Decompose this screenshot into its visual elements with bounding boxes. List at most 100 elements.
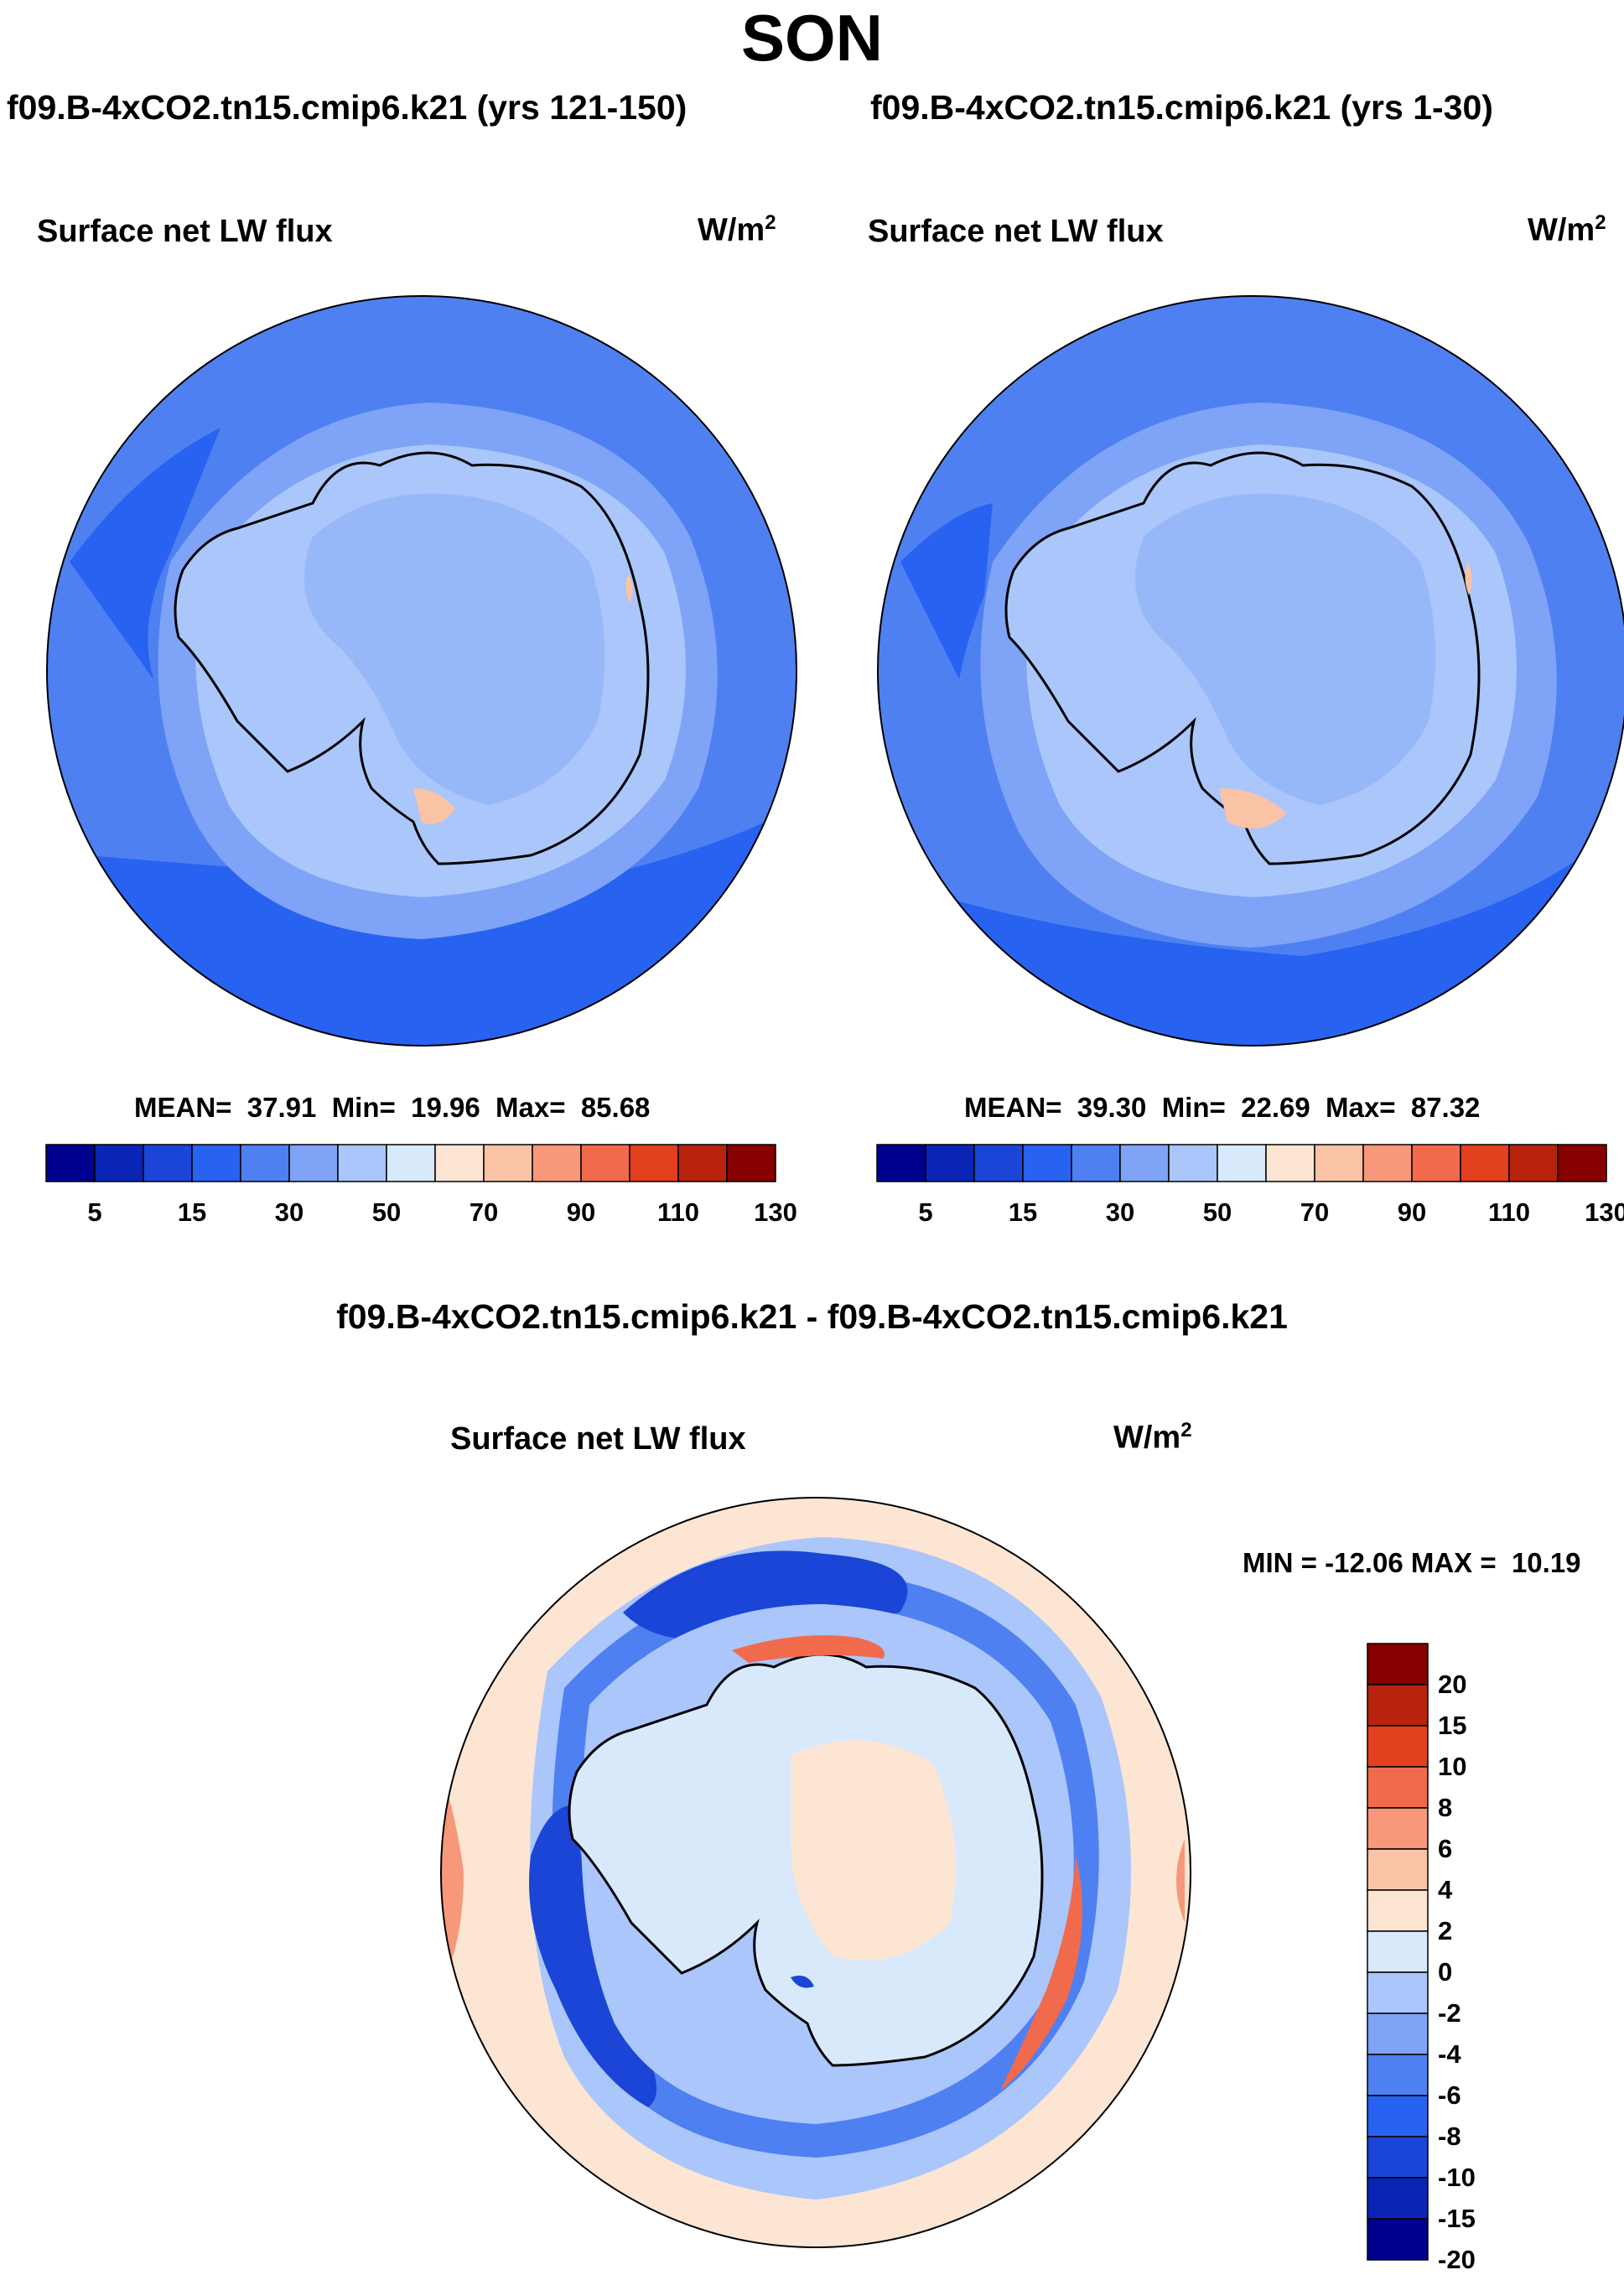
panel1-map: [46, 295, 797, 1047]
panel2-warm-patch-east: [1465, 562, 1472, 595]
panel2-colorbar-box: [1119, 1144, 1170, 1182]
panel1-colorbar-tick-label: 90: [566, 1197, 596, 1227]
panel3-colorbar-box: [1367, 2136, 1429, 2179]
panel2-colorbar-box: [1508, 1144, 1559, 1182]
panel2-colorbar-tick-label: 70: [1300, 1197, 1330, 1227]
panel1-colorbar-box: [94, 1144, 144, 1182]
panel2-colorbar-box: [1460, 1144, 1510, 1182]
panel1-colorbar-box: [45, 1144, 96, 1182]
panel3-colorbar-box: [1367, 1807, 1429, 1850]
panel2-colorbar-tick-label: 30: [1105, 1197, 1135, 1227]
panel1-colorbar-box: [629, 1144, 679, 1182]
panel3-variable-label: Surface net LW flux: [450, 1421, 746, 1457]
panel3-cool-spot-ross: [791, 1976, 814, 1988]
panel1-colorbar-tick-label: 15: [177, 1197, 207, 1227]
panel2-colorbar-box: [1265, 1144, 1315, 1182]
panel1-colorbar-labels: 5 15 30 50 70 90 110 130: [46, 1197, 796, 1231]
panel3-map: [440, 1497, 1191, 2248]
panel2-colorbar-box: [1071, 1144, 1121, 1182]
panel3-colorbar-box: [1367, 1889, 1429, 1932]
panel3-colorbar-box: [1367, 2218, 1429, 2261]
panel1-colorbar-tick-label: 50: [371, 1197, 402, 1227]
panel3-colorbar-tick-label: 0: [1438, 1957, 1453, 1987]
panel1-colorbar-box: [386, 1144, 436, 1182]
panel3-outer-warm-east: [1176, 1839, 1185, 1923]
panel2-colorbar-tick-label: 50: [1202, 1197, 1232, 1227]
panel2-colorbar-box: [876, 1144, 926, 1182]
panel1-colorbar-box: [580, 1144, 630, 1182]
panel2-colorbar-box: [925, 1144, 975, 1182]
panel3-colorbar-box: [1367, 1643, 1429, 1685]
panel1-ocean-dark-band: [70, 428, 221, 679]
panel3-colorbar-tick-label: -8: [1438, 2122, 1461, 2151]
panel3-warm-interior: [791, 1740, 956, 1961]
panel3-colorbar-tick-label: 10: [1438, 1752, 1467, 1781]
panel1-title: f09.B-4xCO2.tn15.cmip6.k21 (yrs 121-150): [7, 88, 687, 127]
panel3-colorbar-labels: 20 15 10 8 6 4 2 0 -2 -4 -6 -8 -10 -15 -20: [1438, 1644, 1538, 2274]
panel1-colorbar-box: [434, 1144, 485, 1182]
panel3-stats: MIN = -12.06 MAX = 10.19: [1243, 1547, 1581, 1578]
panel3-colorbar-box: [1367, 1684, 1429, 1727]
panel1-colorbar-box: [532, 1144, 582, 1182]
panel1-colorbar-tick-label: 5: [87, 1197, 102, 1227]
panel2-ocean-dark-band: [900, 503, 993, 679]
panel2-colorbar-tick-label: 110: [1487, 1197, 1530, 1227]
panel3-colorbar-box: [1367, 2013, 1429, 2055]
panel2-colorbar-tick-label: 130: [1585, 1197, 1624, 1227]
panel3-outer-warm-west: [441, 1738, 464, 2007]
panel1-antarctica-interior: [304, 493, 604, 805]
panel3-colorbar-tick-label: -6: [1438, 2080, 1461, 2110]
panel3-colorbar-tick-label: -2: [1438, 1998, 1461, 2028]
panel3-colorbar-box: [1367, 1848, 1429, 1891]
panel3-warm-arc-north: [732, 1635, 885, 1663]
panel2-colorbar-labels: 5 15 30 50 70 90 110 130: [877, 1197, 1624, 1231]
panel2-colorbar-box: [1314, 1144, 1364, 1182]
panel1-colorbar-box: [337, 1144, 387, 1182]
panel3-title: f09.B-4xCO2.tn15.cmip6.k21 - f09.B-4xCO2…: [336, 1297, 1288, 1336]
panel3-colorbar-tick-label: -4: [1438, 2039, 1461, 2069]
panel3-colorbar-tick-label: -10: [1438, 2163, 1476, 2192]
panel2-title: f09.B-4xCO2.tn15.cmip6.k21 (yrs 1-30): [870, 88, 1493, 127]
panel1-colorbar-box: [143, 1144, 193, 1182]
panel1-colorbar-tick-label: 70: [469, 1197, 499, 1227]
panel1-colorbar-tick-label: 130: [754, 1197, 797, 1227]
panel1-colorbar-tick-label: 30: [274, 1197, 304, 1227]
panel3-warm-arc-east: [1000, 1856, 1082, 2091]
panel3-units-label: W/m2: [1113, 1419, 1192, 1456]
panel2-colorbar-tick-label: 5: [918, 1197, 933, 1227]
panel2-colorbar-tick-label: 90: [1397, 1197, 1427, 1227]
panel2-colorbar-box: [1411, 1144, 1461, 1182]
panel1-units-label: W/m2: [698, 211, 776, 248]
panel3-colorbar-tick-label: 20: [1438, 1670, 1467, 1699]
panel2-warm-patch-ross: [1219, 788, 1286, 828]
panel1-colorbar-box: [240, 1144, 290, 1182]
panel2-colorbar-box: [1022, 1144, 1072, 1182]
panel1-warm-patch-ross: [413, 788, 455, 824]
panel3-colorbar: [1367, 1643, 1429, 2261]
panel3-colorbar-box: [1367, 1725, 1429, 1768]
panel1-stats: MEAN= 37.91 Min= 19.96 Max= 85.68: [134, 1092, 651, 1123]
panel3-colorbar-box: [1367, 1971, 1429, 2014]
panel2-colorbar: [876, 1144, 1607, 1182]
panel1-colorbar-box: [191, 1144, 241, 1182]
panel1-colorbar-box: [677, 1144, 728, 1182]
panel2-colorbar-box: [973, 1144, 1024, 1182]
panel3-colorbar-tick-label: -20: [1438, 2245, 1476, 2274]
figure-title: SON: [740, 1, 884, 75]
panel2-colorbar-tick-label: 15: [1008, 1197, 1038, 1227]
panel2-colorbar-box: [1557, 1144, 1607, 1182]
panel1-colorbar-box: [726, 1144, 776, 1182]
panel3-colorbar-box: [1367, 2095, 1429, 2137]
panel2-antarctica-interior: [1135, 493, 1435, 805]
panel2-colorbar-box: [1217, 1144, 1267, 1182]
panel3-colorbar-tick-label: 8: [1438, 1793, 1453, 1822]
panel3-colorbar-box: [1367, 2054, 1429, 2096]
panel2-colorbar-box: [1362, 1144, 1413, 1182]
panel1-warm-patch-east: [625, 574, 633, 604]
panel3-colorbar-tick-label: 4: [1438, 1875, 1453, 1904]
panel2-units-label: W/m2: [1528, 211, 1606, 248]
panel3-colorbar-box: [1367, 1766, 1429, 1809]
panel2-variable-label: Surface net LW flux: [868, 214, 1164, 249]
panel3-colorbar-box: [1367, 1930, 1429, 1973]
panel3-colorbar-tick-label: -15: [1438, 2204, 1476, 2233]
